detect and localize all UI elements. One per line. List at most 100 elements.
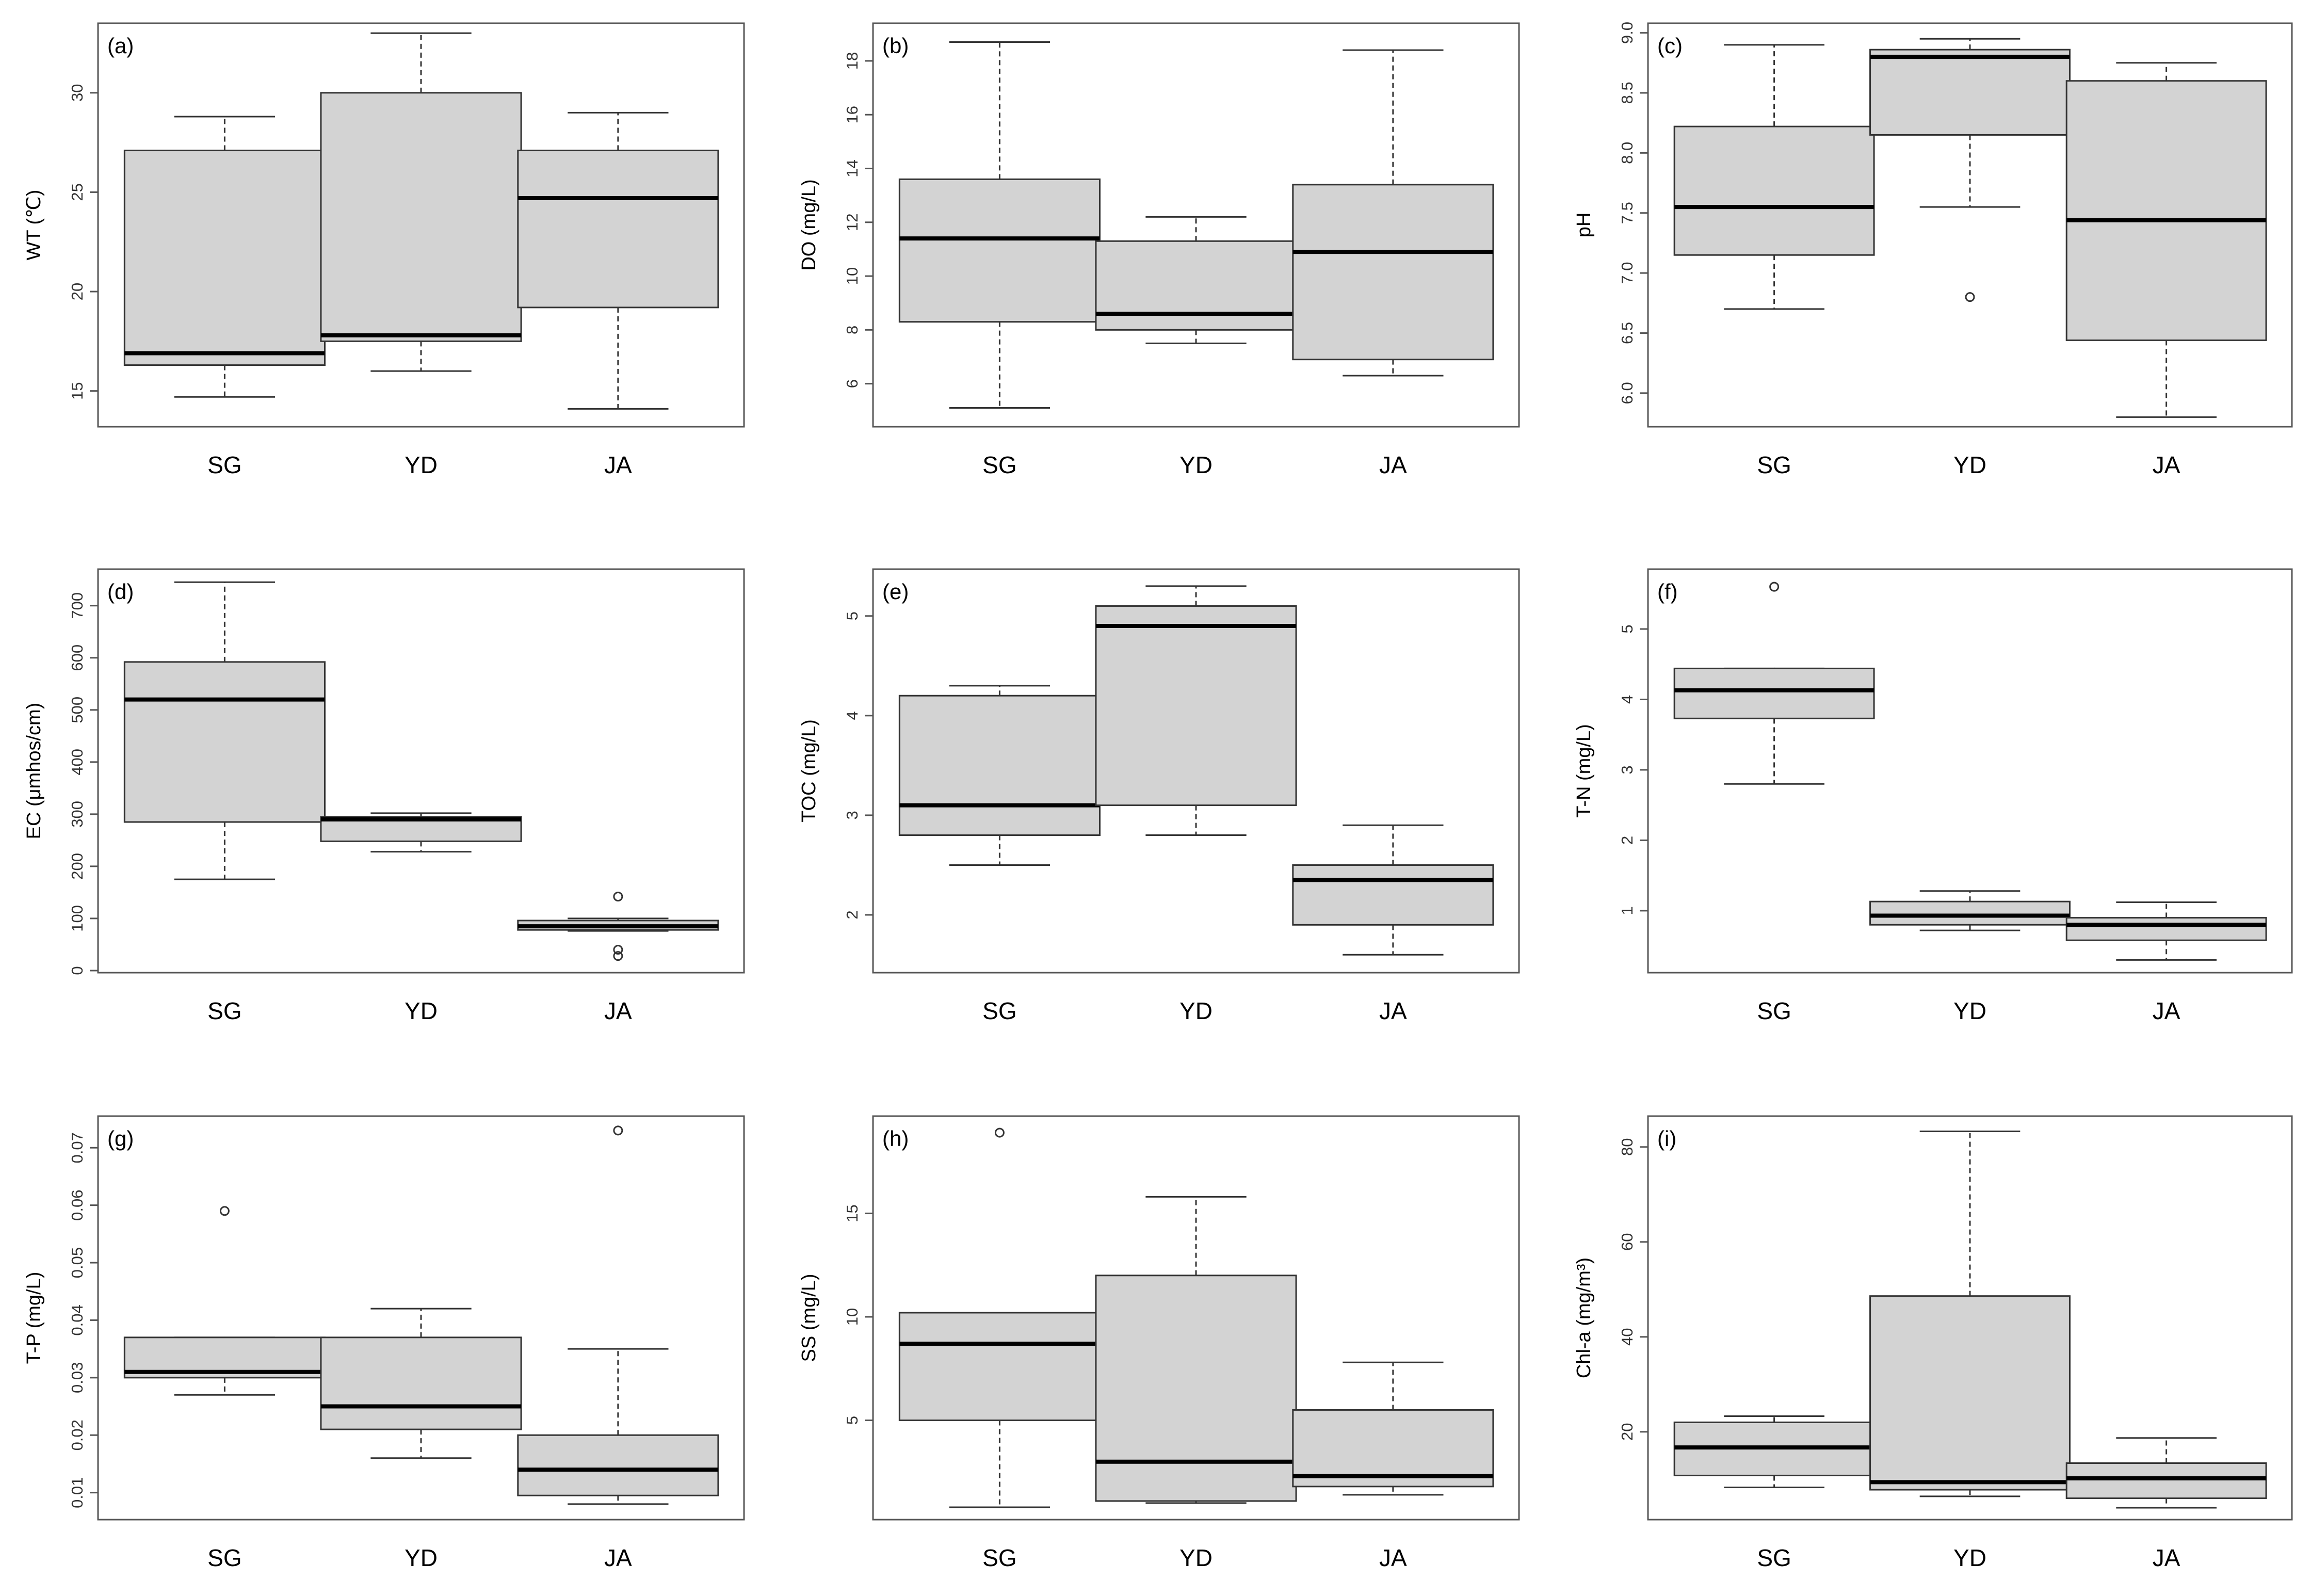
panel-label: (i) (1657, 1126, 1676, 1151)
iqr-box (1292, 184, 1494, 361)
y-axis-title: SS (mg/L) (798, 1273, 820, 1362)
y-tick-label: 14 (843, 159, 861, 177)
category-label: JA (604, 1544, 632, 1571)
panel-label: (a) (107, 34, 134, 58)
y-tick-label: 8.5 (1618, 82, 1636, 104)
outlier-point (1965, 292, 1975, 302)
y-tick-label: 300 (68, 801, 86, 828)
iqr-box (2065, 80, 2267, 341)
box-ja (2065, 62, 2267, 418)
panel-d: 0 100 200 300 400 500 600 700 EC (μmhos/cm) (d) SG… (23, 568, 745, 1024)
panel-label: (h) (882, 1126, 909, 1151)
category-label: SG (207, 1544, 241, 1571)
category-label: SG (207, 452, 241, 478)
box-yd (320, 32, 522, 372)
iqr-box (2065, 917, 2267, 941)
panel-g: 0.01 0.02 0.03 0.04 0.05 0.06 0.07 T-P (mg/L) (g… (23, 1115, 745, 1571)
iqr-box (898, 1312, 1101, 1422)
y-tick-label: 7.0 (1618, 262, 1636, 284)
y-tick-label: 40 (1618, 1328, 1636, 1346)
iqr-box (123, 661, 326, 823)
y-axis-title: Chl-a (mg/m³) (1573, 1258, 1595, 1378)
y-tick-label: 0 (68, 966, 86, 975)
box-sg (1673, 582, 1875, 785)
panel-b: 6 8 10 12 14 16 18 DO (mg/L) (b) SG YD JA (798, 22, 1520, 478)
y-tick-label: 0.05 (68, 1247, 86, 1278)
y-tick-label: 5 (843, 611, 861, 620)
iqr-box (517, 1434, 719, 1496)
panel-c: 6.0 6.5 7.0 7.5 8.0 8.5 9.0 pH (c) SG YD JA (1573, 22, 2293, 478)
category-label: YD (405, 452, 438, 478)
y-axis-title: EC (μmhos/cm) (23, 703, 45, 840)
y-tick-label: 500 (68, 697, 86, 723)
y-axis-title: T-N (mg/L) (1573, 724, 1595, 818)
iqr-box (123, 150, 326, 366)
y-tick-label: 8 (843, 326, 861, 334)
iqr-box (517, 150, 719, 309)
box-sg (898, 1127, 1101, 1508)
panel-f: 1 2 3 4 5 T-N (mg/L) (f) SG YD JA (1573, 568, 2293, 1024)
box-sg (1673, 44, 1875, 310)
box-sg (898, 41, 1101, 409)
panel-label: (c) (1657, 34, 1683, 58)
category-label: SG (207, 997, 241, 1024)
panel-a: 15 20 25 30 WT (℃) (a) SG YD JA (23, 22, 745, 478)
iqr-box (1673, 667, 1875, 719)
y-tick-label: 60 (1618, 1233, 1636, 1251)
box-yd (1869, 1130, 2071, 1497)
box-yd (1095, 216, 1297, 344)
y-tick-label: 200 (68, 853, 86, 880)
panel-label: (f) (1657, 579, 1678, 604)
iqr-box (320, 92, 522, 342)
y-tick-label: 18 (843, 52, 861, 70)
iqr-box (1673, 125, 1875, 256)
category-label: JA (2153, 1544, 2180, 1571)
category-label: YD (1953, 452, 1986, 478)
iqr-box (1869, 900, 2071, 926)
panel-label: (b) (882, 34, 909, 58)
box-ja (2065, 901, 2267, 961)
iqr-box (2065, 1462, 2267, 1500)
y-tick-label: 15 (843, 1204, 861, 1222)
y-tick-label: 400 (68, 749, 86, 776)
box-yd (1869, 38, 2071, 302)
y-tick-label: 20 (68, 283, 86, 300)
y-tick-label: 5 (1618, 624, 1636, 633)
category-label: JA (604, 452, 632, 478)
category-label: YD (1179, 452, 1213, 478)
iqr-box (1095, 240, 1297, 331)
y-tick-label: 0.01 (68, 1477, 86, 1508)
outlier-point (994, 1127, 1005, 1138)
box-yd (320, 812, 522, 853)
y-tick-label: 6.0 (1618, 382, 1636, 404)
category-label: SG (1757, 452, 1791, 478)
box-ja (517, 891, 719, 961)
y-tick-label: 6.5 (1618, 322, 1636, 344)
iqr-box (898, 695, 1101, 836)
outlier-point (613, 891, 623, 901)
y-tick-label: 8.0 (1618, 142, 1636, 164)
panel-label: (g) (107, 1126, 134, 1151)
y-tick-label: 4 (843, 711, 861, 720)
y-tick-label: 12 (843, 214, 861, 231)
y-tick-label: 20 (1618, 1423, 1636, 1441)
panel-h: 5 10 15 SS (mg/L) (h) SG YD JA (798, 1115, 1520, 1571)
box-yd (1095, 585, 1297, 836)
category-label: YD (1179, 997, 1213, 1024)
iqr-box (1292, 864, 1494, 926)
iqr-box (1095, 1275, 1297, 1502)
y-tick-label: 10 (843, 1308, 861, 1326)
category-label: YD (405, 1544, 438, 1571)
category-label: YD (1179, 1544, 1213, 1571)
y-tick-label: 3 (843, 811, 861, 819)
y-tick-label: 0.03 (68, 1362, 86, 1393)
box-ja (2065, 1437, 2267, 1509)
iqr-box (1292, 1409, 1494, 1488)
category-label: JA (1379, 1544, 1407, 1571)
category-label: YD (1953, 1544, 1986, 1571)
y-tick-label: 1 (1618, 906, 1636, 915)
box-sg (123, 581, 326, 880)
y-tick-label: 10 (843, 267, 861, 285)
y-tick-label: 6 (843, 379, 861, 388)
